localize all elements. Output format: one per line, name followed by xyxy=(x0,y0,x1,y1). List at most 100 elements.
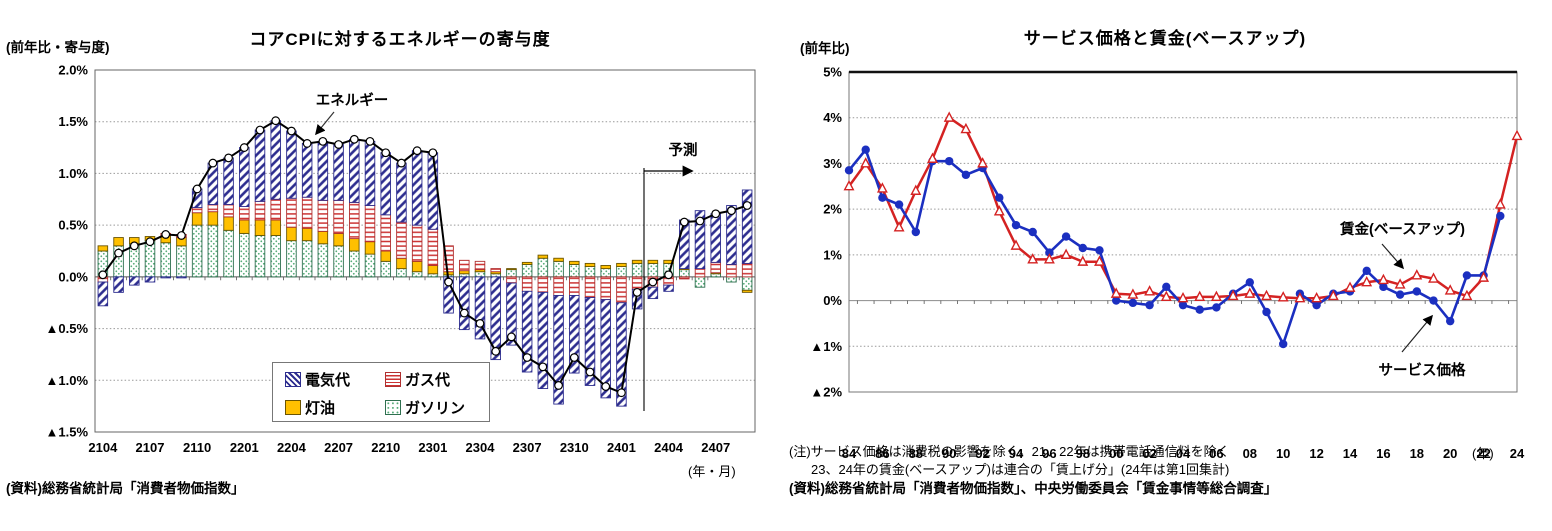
bar-segment-gas xyxy=(411,224,423,262)
bar-segment-kerosene xyxy=(239,219,250,234)
bar-segment-gasoline xyxy=(191,224,203,278)
service-marker xyxy=(961,170,971,180)
legend-label: ガス代 xyxy=(405,371,451,389)
y-tick-label: 0% xyxy=(823,293,842,308)
bar-segment-electricity xyxy=(97,281,109,307)
x-tick-label: 00 xyxy=(1109,446,1123,461)
bar-segment-electricity xyxy=(679,219,690,270)
service-marker xyxy=(1212,303,1221,312)
bar-segment-gas xyxy=(301,196,313,229)
wage-marker xyxy=(1077,255,1089,266)
energy-total-marker xyxy=(208,158,218,168)
bar-segment-electricity xyxy=(349,138,360,203)
energy-total-marker xyxy=(381,148,391,158)
energy-total-marker xyxy=(271,116,281,126)
bar-segment-gasoline xyxy=(333,245,344,278)
wage-marker xyxy=(993,205,1005,216)
bar-segment-gas xyxy=(223,204,234,218)
energy-total-marker xyxy=(711,209,721,219)
bar-segment-electricity xyxy=(144,276,156,283)
energy-total-marker xyxy=(224,153,233,163)
energy-total-marker xyxy=(114,248,123,258)
bar-segment-electricity xyxy=(380,152,391,216)
left-chart-title: コアCPIに対するエネルギーの寄与度 xyxy=(249,30,551,49)
bar-segment-gasoline xyxy=(270,235,281,278)
service-marker xyxy=(1095,246,1104,255)
service-marker xyxy=(1061,232,1071,241)
x-tick-label: 86 xyxy=(875,446,889,461)
x-tick-label: 12 xyxy=(1309,446,1323,461)
energy-total-marker xyxy=(585,367,595,377)
bar-segment-gas xyxy=(364,205,376,243)
bar-segment-gasoline xyxy=(411,271,423,278)
bar-segment-electricity xyxy=(741,189,753,264)
y-tick-label: 2% xyxy=(823,202,842,217)
y-tick-label: 3% xyxy=(823,156,842,171)
energy-total-marker xyxy=(522,353,532,362)
right-chart-title: サービス価格と賃金(ベースアップ) xyxy=(1023,29,1307,48)
energy-total-marker xyxy=(334,140,343,149)
y-tick-label: ▲1.5% xyxy=(46,425,89,440)
wage-marker xyxy=(960,122,972,134)
energy-total-marker xyxy=(365,136,375,146)
x-tick-label: 98 xyxy=(1076,446,1090,461)
service-marker xyxy=(1395,290,1405,299)
energy-total-marker xyxy=(617,388,626,398)
y-tick-label: ▲1.0% xyxy=(46,373,89,388)
wage-marker xyxy=(1261,289,1272,301)
energy-total-marker xyxy=(538,362,548,372)
bar-segment-kerosene xyxy=(553,257,564,262)
bar-segment-electricity xyxy=(160,276,171,279)
y-tick-label: 0.0% xyxy=(58,269,88,284)
energy-total-marker xyxy=(554,381,563,390)
left-source-text: (資料)総務省統計局「消費者物価指数」 xyxy=(6,481,245,496)
service-marker xyxy=(844,166,854,175)
bar-segment-gasoline xyxy=(710,273,721,278)
right-chart-plot: 5% 4% 3% 2% 1% 0% ▲1% ▲2% 84 86 88 90 92 94 96 98 00 02 04… xyxy=(810,65,1525,462)
energy-total-marker xyxy=(161,230,171,239)
service-marker xyxy=(995,193,1004,202)
bar-segment-kerosene xyxy=(569,260,580,265)
wage-marker xyxy=(1144,285,1156,296)
bar-segment-gas xyxy=(679,276,690,280)
wage-marker xyxy=(1511,129,1523,141)
bar-segment-gas xyxy=(239,206,250,221)
energy-total-marker xyxy=(679,217,689,227)
bar-segment-gasoline xyxy=(616,266,627,278)
left-axis-unit-label: (前年比・寄与度) xyxy=(6,40,110,55)
legend-label: ガソリン xyxy=(405,399,466,417)
bar-segment-kerosene xyxy=(223,216,234,231)
bar-segment-gasoline xyxy=(396,268,407,278)
bar-segment-gasoline xyxy=(207,224,219,278)
bar-segment-gas xyxy=(616,276,627,304)
x-tick-label: 08 xyxy=(1243,446,1257,461)
service-marker xyxy=(878,193,887,202)
bar-segment-gas xyxy=(521,276,533,292)
wage-marker xyxy=(1177,291,1189,303)
x-tick-label: 2201 xyxy=(230,440,259,455)
bar-segment-gasoline xyxy=(176,245,187,278)
y-tick-label: ▲0.5% xyxy=(46,321,89,336)
legend-item-gasoline: ガソリン xyxy=(385,397,481,418)
energy-total-marker xyxy=(192,184,202,194)
bar-segment-kerosene xyxy=(380,250,391,262)
bar-segment-kerosene xyxy=(97,245,109,252)
energy-total-marker xyxy=(742,201,752,210)
x-tick-label: 24 xyxy=(1510,446,1525,461)
energy-total-marker xyxy=(664,270,673,280)
wage-marker xyxy=(843,179,855,191)
energy-total-marker xyxy=(444,277,453,287)
x-tick-label: 22 xyxy=(1476,446,1490,461)
bar-segment-gas xyxy=(553,276,564,296)
electricity-swatch-icon xyxy=(285,371,301,387)
bar-segment-electricity xyxy=(364,140,376,206)
x-tick-label: 2110 xyxy=(183,440,211,455)
x-tick-label: 84 xyxy=(842,446,857,461)
energy-annotation-arrow xyxy=(315,111,335,136)
bar-segment-gasoline xyxy=(223,229,234,278)
bar-segment-gasoline xyxy=(254,235,266,278)
energy-total-marker xyxy=(648,277,658,287)
wage-marker xyxy=(1060,248,1072,259)
